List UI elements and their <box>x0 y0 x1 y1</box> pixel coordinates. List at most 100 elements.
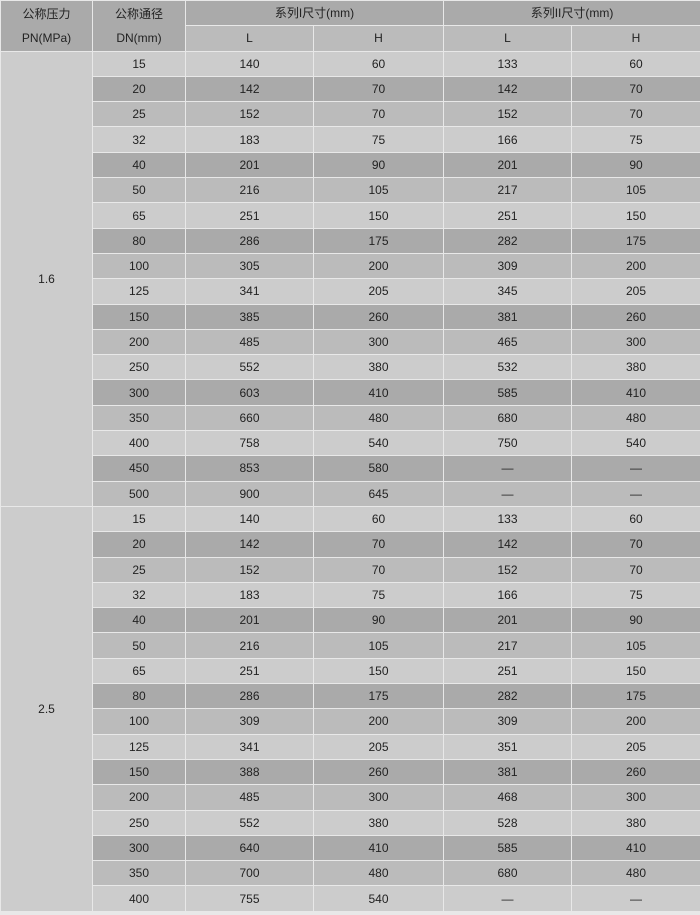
series2-h-cell: 380 <box>571 354 700 381</box>
series1-h-cell: 580 <box>312 455 445 482</box>
series1-h-cell: 70 <box>312 531 445 558</box>
dn-cell: 15 <box>92 50 186 77</box>
series2-l-cell: — <box>443 480 573 507</box>
series1-l-cell: 552 <box>185 809 314 836</box>
dn-cell: 20 <box>92 531 186 558</box>
series1-h-cell: 205 <box>312 733 445 760</box>
dn-cell: 200 <box>92 328 186 356</box>
series1-h-cell: 60 <box>312 50 445 77</box>
table-row: 25 152 70 152 70 <box>1 101 700 128</box>
series1-l-cell: 286 <box>185 683 314 710</box>
table-row: 250 552 380 532 380 <box>1 354 700 381</box>
series1-l-cell: 341 <box>185 278 314 305</box>
table-row: 32 183 75 166 75 <box>1 126 700 153</box>
table-row: 65 251 150 251 150 <box>1 657 700 685</box>
series1-l-cell: 388 <box>185 758 314 786</box>
series1-h-cell: 150 <box>312 202 445 229</box>
pn-header: 公称压力 PN(MPa) <box>0 0 93 52</box>
series2-h-cell: 200 <box>571 252 700 280</box>
series2-l-cell: 282 <box>443 227 573 254</box>
table-row: 150 385 260 381 260 <box>1 303 700 330</box>
dn-cell: 250 <box>92 809 186 836</box>
series2-h-cell: 60 <box>571 505 700 533</box>
series1-h-cell: 70 <box>312 101 445 128</box>
series1-l-cell: 900 <box>185 480 314 507</box>
series2-h-cell: 205 <box>571 733 700 760</box>
series1-l-cell: 853 <box>185 455 314 482</box>
series2-h-cell: 480 <box>571 860 700 887</box>
series2-h-header: H <box>571 25 700 52</box>
dn-cell: 150 <box>92 303 186 330</box>
series1-h-cell: 90 <box>312 151 445 179</box>
series2-l-cell: 142 <box>443 531 573 558</box>
series2-h-cell: 150 <box>571 657 700 685</box>
series1-h-cell: 105 <box>312 632 445 659</box>
series1-h-cell: 205 <box>312 278 445 305</box>
series1-l-cell: 552 <box>185 354 314 381</box>
series2-header: 系列II尺寸(mm) <box>443 0 700 27</box>
series2-l-cell: 680 <box>443 860 573 887</box>
series1-h-cell: 175 <box>312 683 445 710</box>
series2-h-cell: 480 <box>571 404 700 432</box>
table-row: 50 216 105 217 105 <box>1 177 700 204</box>
series1-l-cell: 140 <box>185 50 314 77</box>
series1-l-cell: 758 <box>185 430 314 457</box>
series1-h-cell: 300 <box>312 328 445 356</box>
pn-label: 公称压力 <box>22 6 71 21</box>
dn-cell: 65 <box>92 202 186 229</box>
series1-h-cell: 70 <box>312 556 445 583</box>
table-row: 125 341 205 351 205 <box>1 733 700 760</box>
table-row: 20 142 70 142 70 <box>1 75 700 103</box>
series2-h-cell: 70 <box>571 556 700 583</box>
dn-cell: 450 <box>92 455 186 482</box>
table-row: 100 309 200 309 200 <box>1 708 700 735</box>
dn-cell: 350 <box>92 404 186 432</box>
series2-h-cell: — <box>571 480 700 507</box>
series1-l-cell: 152 <box>185 556 314 583</box>
series1-l-cell: 201 <box>185 607 314 634</box>
table-row: 200 485 300 465 300 <box>1 328 700 356</box>
series1-h-cell: 75 <box>312 126 445 153</box>
dn-cell: 25 <box>92 556 186 583</box>
dn-cell: 125 <box>92 278 186 305</box>
dn-cell: 300 <box>92 834 186 862</box>
series2-h-cell: 90 <box>571 607 700 634</box>
table-row: 350 660 480 680 480 <box>1 404 700 432</box>
table-row: 500 900 645— — <box>1 480 700 507</box>
series1-h-cell: 480 <box>312 860 445 887</box>
series1-l-cell: 183 <box>185 126 314 153</box>
table-row: 150 388 260 381 260 <box>1 758 700 786</box>
pn-unit: PN(MPa) <box>21 30 72 45</box>
series2-l-cell: 680 <box>443 404 573 432</box>
dn-cell: 40 <box>92 151 186 179</box>
series2-l-cell: 381 <box>443 758 573 786</box>
series2-h-cell: 70 <box>571 75 700 103</box>
dn-cell: 20 <box>92 75 186 103</box>
dn-cell: 40 <box>92 607 186 634</box>
dn-cell: 300 <box>92 379 186 406</box>
series2-l-cell: 585 <box>443 834 573 862</box>
series1-l-cell: 142 <box>185 75 314 103</box>
series2-l-cell: 166 <box>443 581 573 609</box>
series1-h-cell: 540 <box>312 885 445 912</box>
dn-cell: 80 <box>92 683 186 710</box>
series1-l-cell: 216 <box>185 632 314 659</box>
dn-header: 公称通径 DN(mm) <box>92 0 186 52</box>
series1-h-cell: 380 <box>312 354 445 381</box>
series1-header: 系列I尺寸(mm) <box>184 0 445 27</box>
dn-cell: 80 <box>92 227 186 254</box>
series2-l-cell: 201 <box>443 607 573 634</box>
table-row: 300 640 410 585 410 <box>1 834 700 862</box>
series2-h-cell: 300 <box>571 328 700 356</box>
series2-l-cell: 468 <box>443 784 573 811</box>
series1-l-cell: 216 <box>185 177 314 204</box>
series2-l-cell: — <box>443 885 573 912</box>
series1-h-cell: 175 <box>312 227 445 254</box>
series1-h-cell: 260 <box>312 758 445 786</box>
dn-cell: 250 <box>92 354 186 381</box>
series1-h-cell: 380 <box>312 809 445 836</box>
series1-h-cell: 200 <box>312 708 445 735</box>
series2-h-cell: 70 <box>571 531 700 558</box>
table-row: 25 152 70 152 70 <box>1 556 700 583</box>
table-row: 2.5 15 140 60 133 60 <box>0 505 700 912</box>
